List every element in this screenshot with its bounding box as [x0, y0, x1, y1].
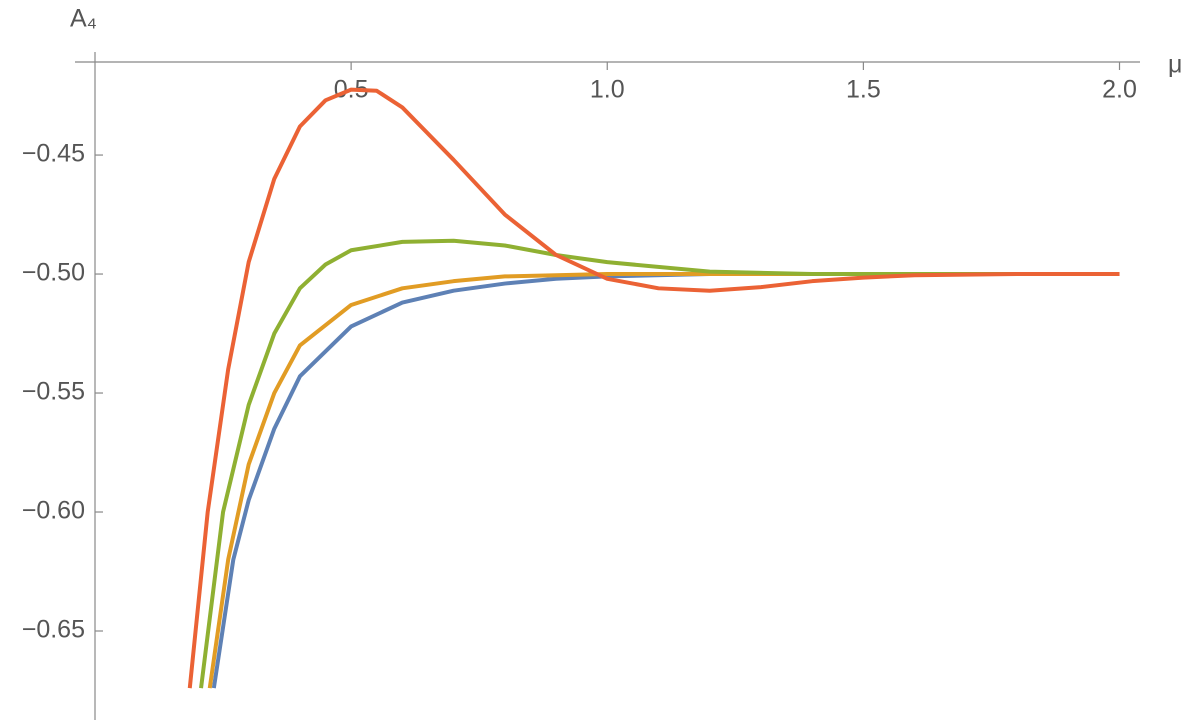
y-tick-label: −0.50	[22, 259, 85, 287]
y-tick-label: −0.65	[22, 616, 85, 644]
x-tick-label: 2.0	[1102, 76, 1137, 104]
x-tick-label: 1.5	[846, 76, 881, 104]
y-tick-label: −0.45	[22, 140, 85, 168]
x-tick-label: 1.0	[590, 76, 625, 104]
y-axis-label: A₄	[70, 5, 97, 33]
series-line	[211, 272, 1120, 689]
series-line	[199, 238, 1120, 689]
y-tick-label: −0.55	[22, 378, 85, 406]
x-axis-label: μ	[1168, 51, 1182, 79]
y-tick-label: −0.60	[22, 497, 85, 525]
series-line	[207, 272, 1120, 689]
series-line	[187, 87, 1120, 689]
